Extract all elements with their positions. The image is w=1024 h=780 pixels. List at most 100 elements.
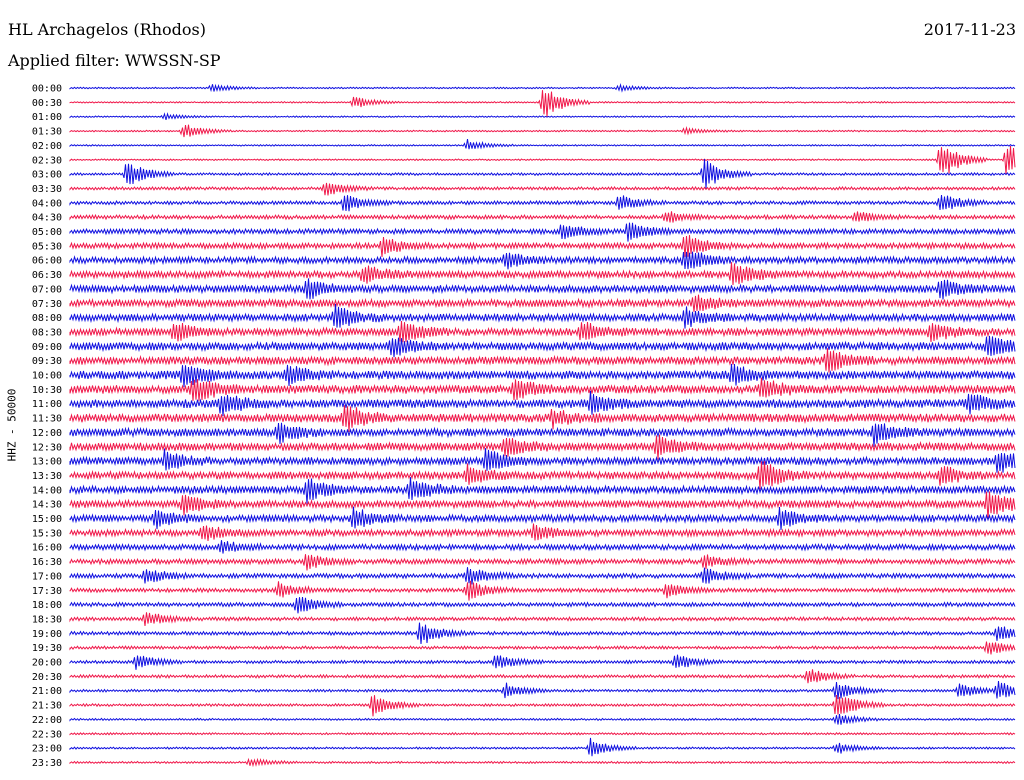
row-time-label: 15:00	[32, 514, 62, 525]
row-time-label: 11:00	[32, 399, 62, 410]
seismic-trace-row	[69, 82, 1016, 93]
seismic-trace-row	[69, 596, 1016, 614]
seismic-trace-row	[69, 580, 1016, 601]
seismic-trace-row	[69, 523, 1016, 541]
row-time-label: 09:30	[32, 356, 62, 367]
seismic-trace-row	[69, 554, 1016, 571]
station-title: HL Archagelos (Rhodos)	[8, 20, 206, 39]
row-time-label: 00:00	[32, 84, 62, 95]
row-time-label: 10:00	[32, 371, 62, 382]
date-label: 2017-11-23	[923, 20, 1016, 39]
seismic-trace-row	[69, 461, 1016, 490]
row-time-label: 23:30	[32, 758, 62, 769]
row-time-label: 08:30	[32, 327, 62, 338]
seismic-trace-row	[69, 757, 1016, 768]
row-time-label: 07:00	[32, 284, 62, 295]
row-time-label: 16:30	[32, 557, 62, 568]
row-time-label: 04:00	[32, 198, 62, 209]
row-time-label: 17:30	[32, 586, 62, 597]
seismic-trace-row	[69, 422, 1016, 447]
row-time-label: 02:00	[32, 141, 62, 152]
seismic-trace-row	[69, 262, 1016, 286]
row-time-label: 08:00	[32, 313, 62, 324]
seismic-trace-row	[69, 377, 1016, 401]
seismic-trace-row	[69, 669, 1016, 684]
filter-label: Applied filter: WWSSN-SP	[8, 51, 221, 70]
seismic-trace-row	[69, 680, 1016, 700]
row-time-label: 05:30	[32, 241, 62, 252]
row-time-label: 06:00	[32, 256, 62, 267]
seismic-trace-row	[69, 195, 1016, 212]
seismic-trace-row	[69, 477, 1016, 504]
row-time-label: 19:00	[32, 629, 62, 640]
seismic-trace-row	[69, 158, 1016, 189]
row-time-label: 13:00	[32, 457, 62, 468]
seismic-trace-row	[69, 211, 1016, 223]
seismic-trace-row	[69, 695, 1016, 717]
row-time-label: 01:30	[32, 127, 62, 138]
row-time-label: 14:30	[32, 500, 62, 511]
seismic-trace-row	[69, 235, 1016, 258]
y-axis-label: HHZ - 50000	[5, 388, 19, 462]
row-time-label: 17:00	[32, 571, 62, 582]
seismic-trace-row	[69, 641, 1016, 655]
seismic-trace-row	[69, 737, 1016, 757]
row-time-label: 12:30	[32, 442, 62, 453]
row-time-label: 22:00	[32, 715, 62, 726]
seismic-trace-row	[69, 124, 1016, 138]
seismic-trace-row	[69, 182, 1016, 196]
row-time-label: 20:00	[32, 658, 62, 669]
row-time-label: 18:00	[32, 600, 62, 611]
seismic-trace-row	[69, 363, 1016, 388]
row-time-label: 16:00	[32, 543, 62, 554]
row-time-label: 07:30	[32, 299, 62, 310]
seismic-trace-row	[69, 320, 1016, 343]
seismic-trace-row	[69, 139, 1016, 150]
seismic-trace-row	[69, 390, 1016, 417]
seismic-trace-row	[69, 222, 1016, 242]
row-time-label: 02:30	[32, 155, 62, 166]
seismic-trace-row	[69, 278, 1016, 300]
seismic-trace-row	[69, 348, 1016, 373]
seismic-trace-row	[69, 405, 1016, 432]
row-time-label: 21:30	[32, 701, 62, 712]
seismic-trace-row	[69, 303, 1016, 329]
row-time-label: 21:00	[32, 686, 62, 697]
seismic-trace-row	[69, 251, 1016, 270]
row-time-label: 03:30	[32, 184, 62, 195]
row-time-label: 11:30	[32, 414, 62, 425]
seismic-trace-row	[69, 335, 1016, 358]
row-time-label: 00:30	[32, 98, 62, 109]
row-time-label: 15:30	[32, 528, 62, 539]
row-time-label: 12:00	[32, 428, 62, 439]
seismic-trace-row	[69, 622, 1016, 645]
seismic-trace-row	[69, 145, 1016, 175]
seismic-trace-row	[69, 540, 1016, 554]
row-time-label: 13:30	[32, 471, 62, 482]
seismic-trace-row	[69, 714, 1016, 725]
row-time-label: 14:00	[32, 485, 62, 496]
seismic-trace-row	[69, 448, 1016, 473]
row-time-label: 01:00	[32, 112, 62, 123]
row-time-label: 18:30	[32, 614, 62, 625]
row-time-label: 10:30	[32, 385, 62, 396]
seismic-trace-row	[69, 612, 1016, 626]
row-time-label: 09:00	[32, 342, 62, 353]
seismic-trace-row	[69, 294, 1016, 312]
row-time-label: 20:30	[32, 672, 62, 683]
row-time-label: 19:30	[32, 643, 62, 654]
seismic-trace-row	[69, 731, 1016, 736]
row-time-label: 23:00	[32, 744, 62, 755]
seismic-trace-row	[69, 654, 1016, 670]
row-time-label: 03:00	[32, 170, 62, 181]
row-time-label: 06:30	[32, 270, 62, 281]
seismic-trace-row	[69, 506, 1016, 531]
seismic-trace-row	[69, 491, 1016, 521]
row-time-label: 04:30	[32, 213, 62, 224]
row-time-label: 22:30	[32, 729, 62, 740]
seismic-trace-row	[69, 567, 1016, 585]
seismic-trace-row	[69, 90, 1016, 117]
trace-group	[69, 82, 1016, 768]
row-time-label: 05:00	[32, 227, 62, 238]
